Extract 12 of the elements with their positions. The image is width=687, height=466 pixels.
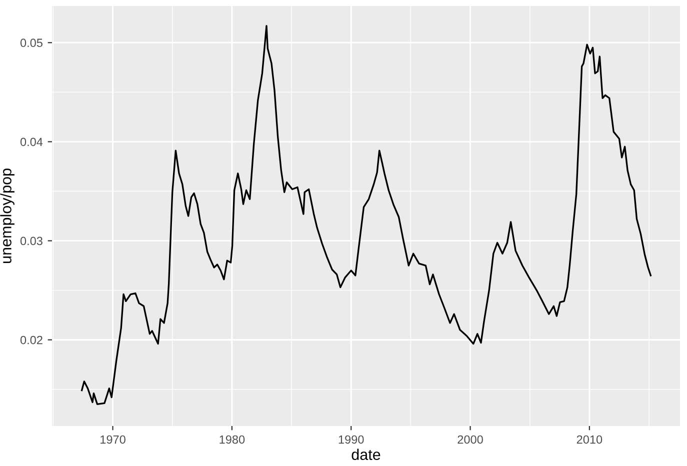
y-tick-label: 0.05: [20, 38, 42, 48]
x-tick-label: 1970: [100, 435, 126, 444]
line-series: [80, 24, 652, 406]
x-tick-label: 1990: [338, 435, 364, 444]
x-tick-label: 1980: [220, 435, 245, 444]
y-tick-label: 0.04: [20, 138, 43, 146]
x-tick-label: 2010: [576, 435, 602, 444]
x-axis-title: date: [352, 448, 380, 460]
y-tick-label: 0.02: [20, 336, 42, 344]
y-axis-title: unemploy/pop: [0, 168, 14, 263]
y-tick-label: 0.03: [20, 236, 42, 246]
x-tick-label: 2000: [458, 435, 483, 444]
